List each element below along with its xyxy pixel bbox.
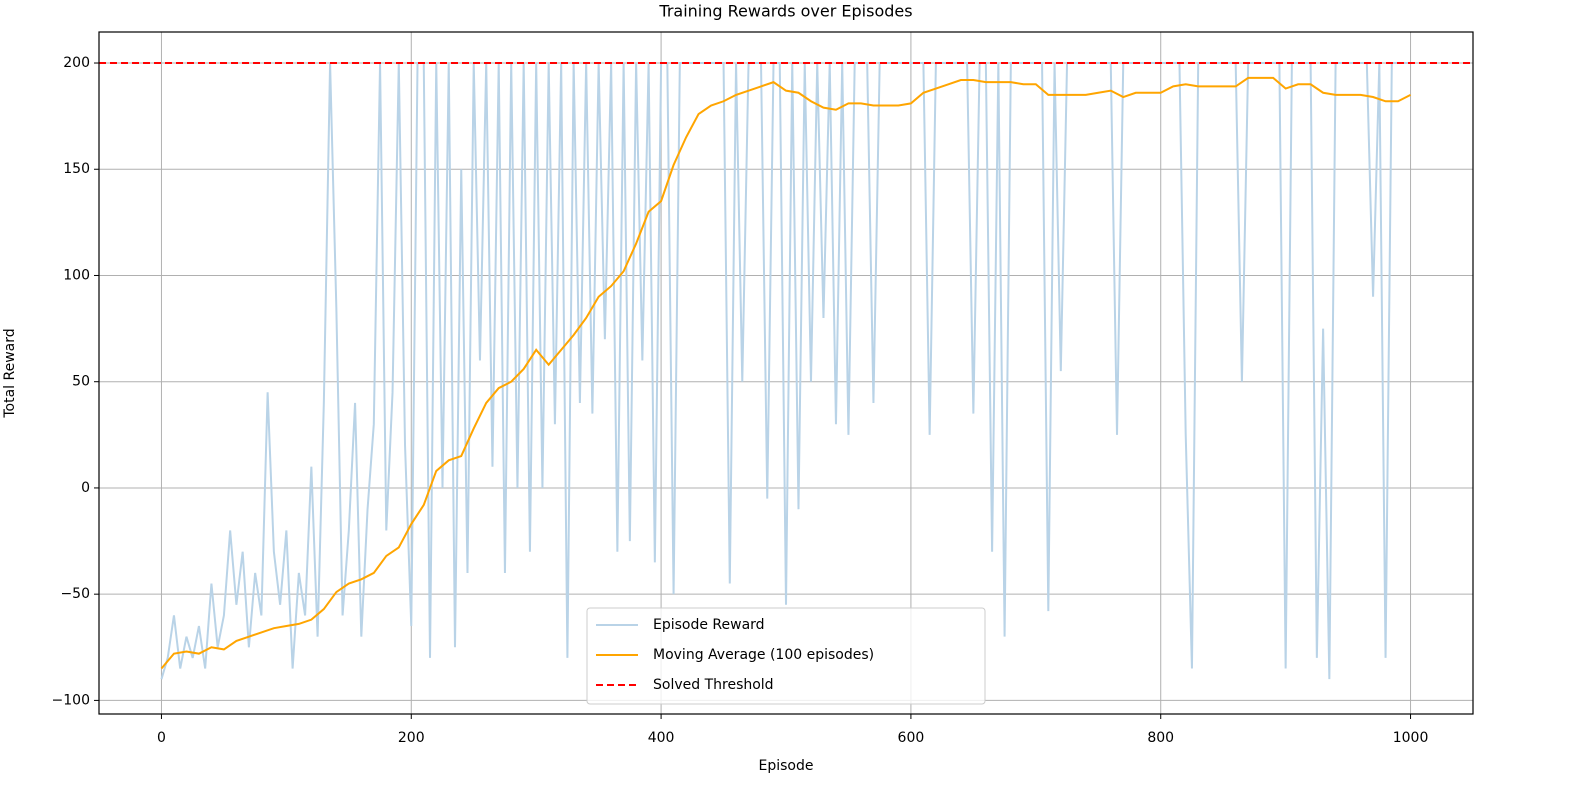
chart-title: Training Rewards over Episodes bbox=[658, 2, 912, 21]
y-axis-label: Total Reward bbox=[2, 328, 18, 418]
x-tick-label: 400 bbox=[648, 730, 675, 746]
y-tick-label: 50 bbox=[72, 374, 90, 390]
y-tick-label: 150 bbox=[63, 161, 90, 177]
series-line bbox=[160, 76, 1412, 670]
x-tick-label: 0 bbox=[157, 730, 166, 746]
x-axis-label: Episode bbox=[759, 758, 814, 774]
y-tick-label: −100 bbox=[52, 692, 90, 708]
y-tick-label: 0 bbox=[81, 480, 90, 496]
x-tick-label: 800 bbox=[1147, 730, 1174, 746]
x-tick-label: 1000 bbox=[1393, 730, 1429, 746]
y-tick-label: −50 bbox=[60, 586, 90, 602]
series-line bbox=[160, 62, 1411, 680]
legend-box bbox=[586, 607, 986, 705]
x-tick-label: 200 bbox=[398, 730, 425, 746]
legend-label: Moving Average (100 episodes) bbox=[653, 647, 874, 663]
y-tick-label: 100 bbox=[63, 267, 90, 283]
y-tick-label: 200 bbox=[63, 55, 90, 71]
plot-frame bbox=[98, 31, 1474, 715]
x-tick-label: 600 bbox=[898, 730, 925, 746]
legend-label: Solved Threshold bbox=[653, 677, 774, 693]
legend-label: Episode Reward bbox=[653, 617, 765, 633]
legend: Episode Reward Moving Average (100 episod… bbox=[586, 607, 986, 705]
